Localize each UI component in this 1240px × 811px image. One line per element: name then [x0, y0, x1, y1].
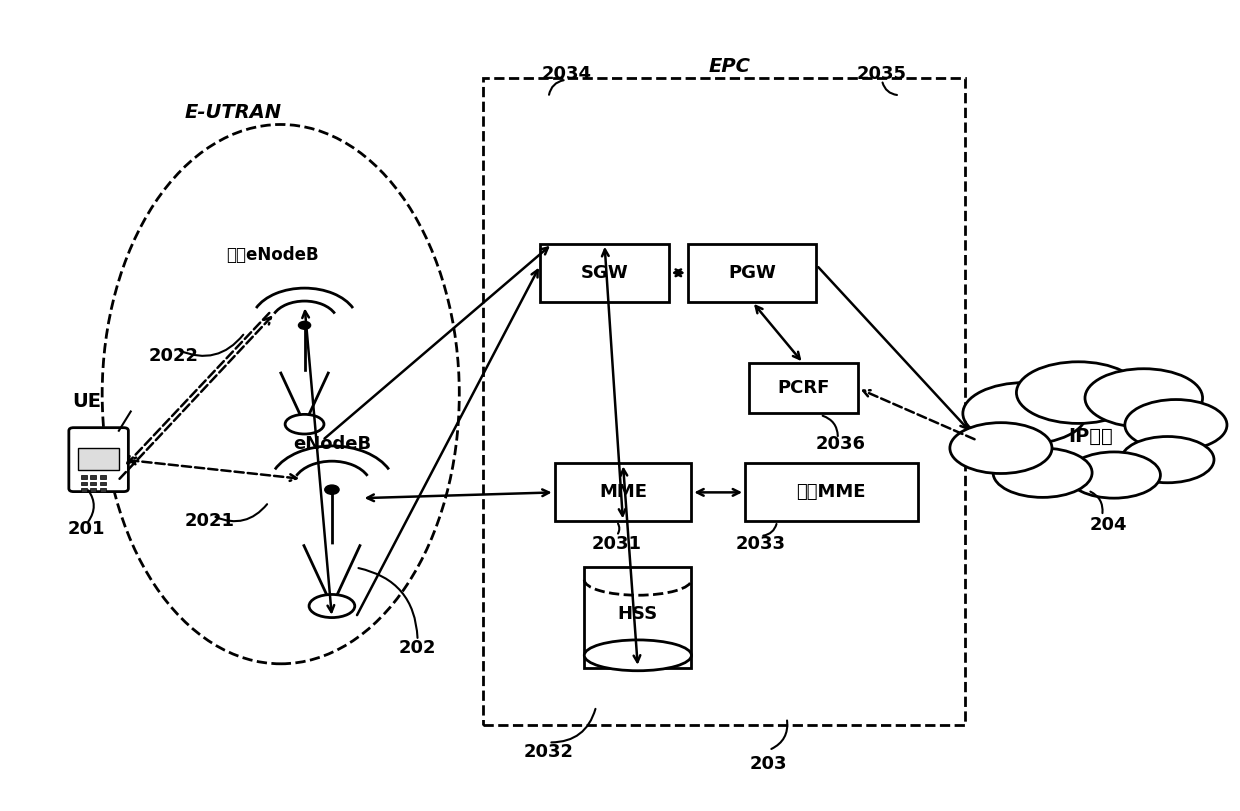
- Text: 201: 201: [68, 520, 105, 538]
- Ellipse shape: [309, 594, 355, 618]
- Text: 其它MME: 其它MME: [796, 483, 866, 501]
- Text: 2033: 2033: [735, 535, 785, 553]
- Text: 203: 203: [750, 755, 787, 773]
- Ellipse shape: [1017, 362, 1141, 423]
- Text: IP业务: IP业务: [1068, 427, 1112, 446]
- Ellipse shape: [285, 414, 324, 434]
- Ellipse shape: [993, 448, 1092, 497]
- FancyBboxPatch shape: [69, 427, 129, 491]
- Text: 2034: 2034: [542, 66, 591, 84]
- Bar: [78, 448, 119, 470]
- Text: 2031: 2031: [591, 535, 641, 553]
- Text: 2021: 2021: [185, 513, 234, 530]
- Bar: [541, 244, 668, 302]
- Circle shape: [299, 321, 310, 329]
- Text: 2032: 2032: [523, 744, 574, 762]
- Bar: [99, 482, 105, 486]
- Bar: [81, 475, 87, 479]
- Bar: [99, 487, 105, 491]
- Text: MME: MME: [599, 483, 647, 501]
- Ellipse shape: [1068, 452, 1161, 498]
- Polygon shape: [304, 544, 361, 606]
- Text: UE: UE: [72, 393, 102, 411]
- Bar: [99, 475, 105, 479]
- Bar: [81, 487, 87, 491]
- Bar: [554, 464, 692, 521]
- Text: EPC: EPC: [708, 58, 750, 76]
- Polygon shape: [280, 371, 329, 424]
- Circle shape: [325, 485, 339, 495]
- Bar: [81, 482, 87, 486]
- Text: PCRF: PCRF: [777, 380, 830, 397]
- Ellipse shape: [584, 640, 692, 671]
- Ellipse shape: [950, 423, 1052, 474]
- Bar: [749, 363, 858, 414]
- Text: 202: 202: [399, 639, 436, 658]
- Bar: [91, 487, 97, 491]
- Text: 2022: 2022: [149, 346, 198, 365]
- Bar: [745, 464, 918, 521]
- Bar: [91, 482, 97, 486]
- Ellipse shape: [1121, 436, 1214, 483]
- Text: 204: 204: [1089, 516, 1127, 534]
- Text: E-UTRAN: E-UTRAN: [185, 104, 281, 122]
- Text: 2035: 2035: [857, 66, 906, 84]
- Text: HSS: HSS: [618, 605, 658, 623]
- Ellipse shape: [1125, 400, 1226, 450]
- Ellipse shape: [1085, 369, 1203, 427]
- Bar: [91, 475, 97, 479]
- Text: SGW: SGW: [580, 264, 629, 281]
- Ellipse shape: [951, 394, 1229, 487]
- Text: 其它eNodeB: 其它eNodeB: [226, 247, 319, 264]
- Text: PGW: PGW: [728, 264, 776, 281]
- Text: eNodeB: eNodeB: [293, 436, 371, 453]
- Ellipse shape: [962, 383, 1086, 444]
- Text: 2036: 2036: [815, 436, 866, 453]
- Bar: [688, 244, 816, 302]
- Bar: [484, 79, 965, 725]
- Bar: [584, 568, 692, 667]
